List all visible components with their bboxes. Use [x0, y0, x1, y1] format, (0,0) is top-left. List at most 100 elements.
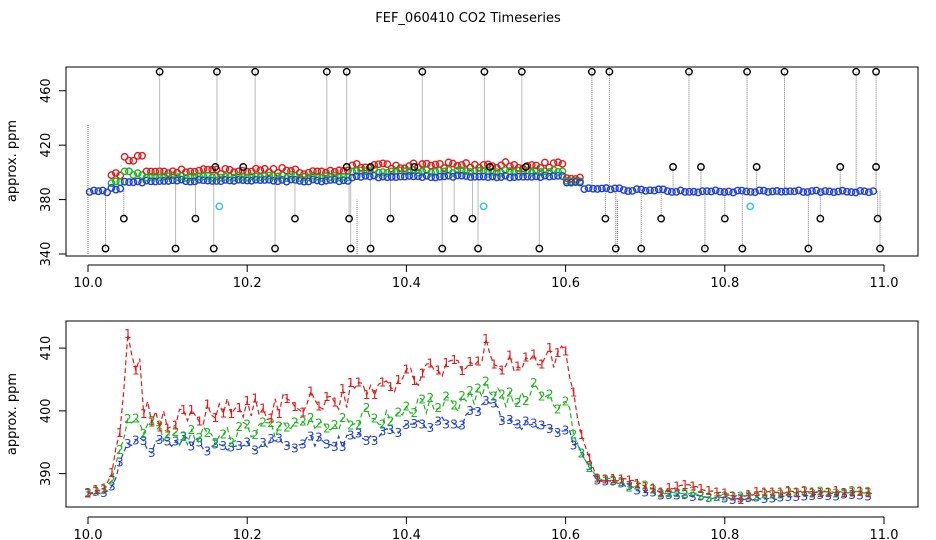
series-3-point: [519, 172, 527, 181]
series-1-point: [151, 167, 160, 176]
spike-point: [450, 214, 459, 223]
series-3-point: [120, 177, 129, 186]
series-3-marker: 3: [450, 417, 458, 431]
series-2-marker: 2: [769, 488, 777, 502]
series-3-point: [177, 175, 186, 184]
spike-point: [587, 67, 596, 76]
series-2-marker: 2: [188, 423, 196, 437]
series-3-marker: 3: [442, 417, 450, 431]
series-1-point: [379, 159, 387, 168]
series-2-point: [418, 167, 427, 176]
series-3-point: [133, 177, 142, 186]
series-2-point: [339, 173, 348, 181]
series-3-marker: 3: [411, 417, 419, 431]
series-3-point: [799, 188, 808, 196]
series-2-marker: 2: [625, 480, 633, 494]
spike-point: [611, 244, 620, 253]
series-2-marker: 2: [562, 395, 570, 409]
series-2-marker: 2: [546, 387, 554, 401]
series-3-point: [182, 177, 190, 186]
spike-point: [685, 67, 693, 76]
series-2-marker: 2: [721, 489, 729, 503]
series-3-marker: 3: [562, 424, 570, 438]
series-2-point: [133, 169, 142, 178]
series-3-point: [746, 187, 755, 196]
spike-point: [872, 67, 880, 76]
series-1-marker: 1: [673, 480, 681, 494]
series-1-point: [129, 156, 138, 165]
y-tick-label: 460: [39, 78, 54, 103]
series-1-marker: 1: [633, 477, 641, 491]
series-3-marker: 3: [243, 435, 251, 449]
spike-point: [669, 163, 677, 171]
series-3-point: [764, 188, 773, 196]
series-3-marker: 3: [641, 486, 649, 500]
series-1-marker: 1: [538, 357, 546, 371]
series-1-point: [199, 165, 208, 173]
series-3-marker: 3: [864, 490, 872, 504]
series-3-point: [392, 173, 400, 182]
series-1-marker: 1: [570, 386, 578, 400]
series-3-marker: 3: [251, 443, 259, 457]
series-2-marker: 2: [140, 427, 148, 441]
series-3-point: [803, 188, 812, 196]
series-3-point: [387, 172, 396, 181]
spike-point: [657, 214, 666, 223]
series-1-marker: 1: [610, 472, 618, 486]
series-3-point: [173, 176, 182, 185]
series-1-marker: 1: [793, 486, 801, 500]
series-3-point: [672, 187, 681, 196]
series-3-marker: 3: [307, 430, 315, 444]
series-2-marker: 2: [617, 475, 625, 489]
series-2-point: [308, 171, 317, 180]
series-2-marker: 2: [610, 473, 618, 487]
spike-point: [366, 163, 375, 171]
series-3-marker: 3: [132, 433, 140, 447]
series-2-marker: 2: [219, 428, 227, 442]
series-3-point: [742, 187, 751, 196]
series-2-point: [142, 173, 151, 182]
series-3-marker: 3: [610, 475, 618, 489]
series-2-marker: 2: [299, 415, 307, 429]
series-1-marker: 1: [554, 346, 562, 360]
series-2-marker: 2: [124, 412, 132, 426]
series-3-point: [755, 186, 764, 195]
series-3-marker: 3: [657, 488, 665, 502]
series-2-marker: 2: [92, 485, 100, 499]
series-2-marker: 2: [379, 418, 387, 432]
series-3-point: [300, 177, 309, 186]
series-2-marker: 2: [180, 430, 188, 444]
series-1-marker: 1: [267, 412, 275, 426]
series-3-point: [470, 172, 479, 181]
series-3-marker: 3: [785, 490, 793, 504]
series-3-point: [676, 186, 685, 195]
series-3-point: [584, 184, 593, 193]
series-1-marker: 1: [140, 407, 148, 421]
spike-point: [873, 214, 882, 223]
series-3-marker: 3: [753, 490, 761, 504]
series-1-point: [125, 156, 133, 165]
series-3-point: [536, 173, 545, 182]
spike-point: [345, 214, 353, 223]
y-tick-label: 340: [39, 242, 54, 267]
series-2-marker: 2: [474, 381, 482, 395]
series-3-marker: 3: [586, 459, 594, 473]
series-3-point: [864, 188, 873, 197]
series-3-point: [619, 186, 628, 194]
series-1-marker: 1: [809, 485, 817, 499]
series-3-marker: 3: [721, 491, 729, 505]
series-3-marker: 3: [777, 490, 785, 504]
series-3-marker: 3: [196, 436, 204, 450]
top-y-axis-label: approx. ppm: [5, 120, 20, 202]
series-1-marker: 1: [251, 391, 259, 405]
cyan-point: [479, 202, 488, 211]
series-3-point: [702, 187, 711, 196]
series-3-point: [545, 172, 554, 181]
series-3-marker: 3: [156, 433, 164, 447]
series-2-point: [405, 167, 414, 176]
x-tick-label: 10.6: [551, 276, 580, 291]
series-2-point: [427, 168, 435, 177]
series-2-point: [151, 172, 160, 181]
series-1-marker: 1: [323, 390, 331, 404]
series-3-point: [685, 187, 694, 196]
